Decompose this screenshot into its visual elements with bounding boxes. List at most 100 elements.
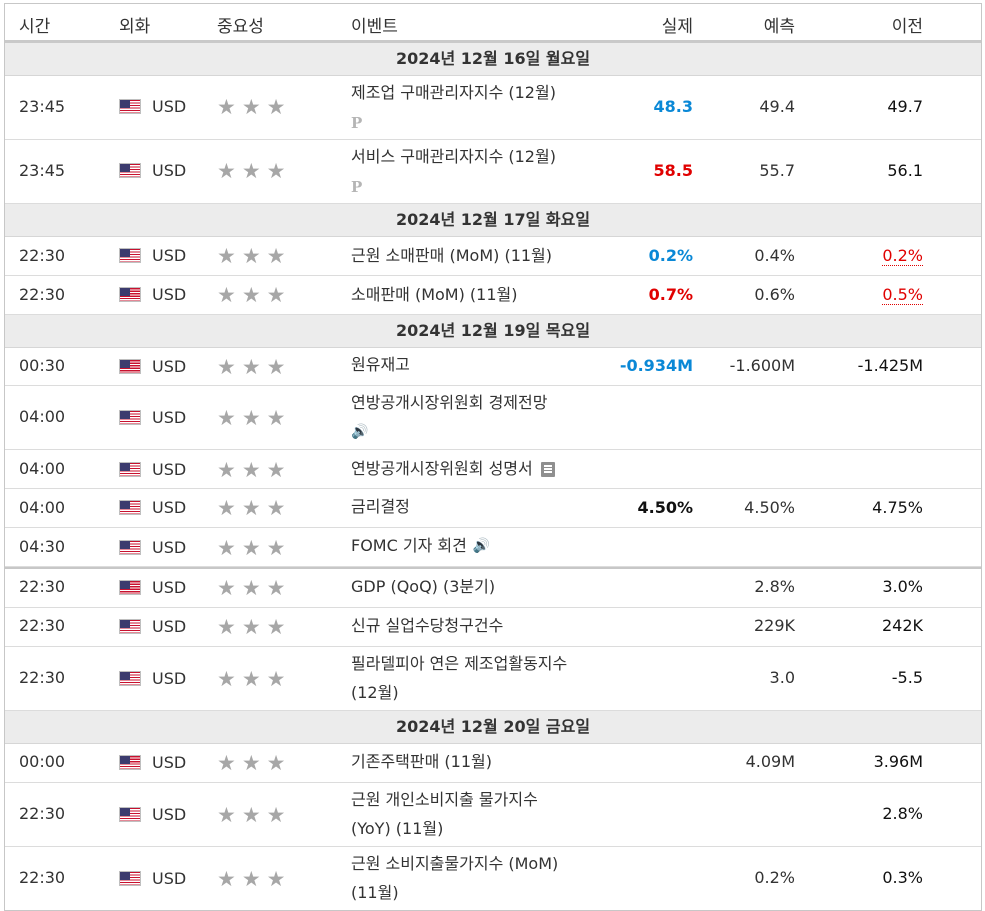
event-currency: USD [152,498,187,517]
star-rating-icon: ★★★ [217,496,292,520]
event-name-line1[interactable]: 근원 개인소비지출 물가지수 [351,790,538,809]
star-rating-icon: ★★★ [217,576,292,600]
event-time: 04:00 [19,498,66,517]
event-name-line2[interactable]: (11월) [351,883,399,902]
event-name-link[interactable]: 금리결정 [351,497,410,516]
event-name-link[interactable]: 서비스 구매관리자지수 (12월) [351,147,556,166]
event-previous: -1.425M [857,356,923,375]
table-row[interactable]: 04:00 USD ★★★ 금리결정 4.50% 4.50% 4.75% [5,489,981,528]
event-name-link[interactable]: 신규 실업수당청구건수 [351,616,504,635]
event-previous: 56.1 [887,161,923,180]
us-flag-icon [119,500,141,515]
table-row[interactable]: 00:30 USD ★★★ 원유재고 -0.934M -1.600M -1.42… [5,348,981,386]
star-rating-icon: ★★★ [217,95,292,119]
event-forecast: 55.7 [759,161,795,180]
header-importance[interactable]: 중요성 [217,17,264,37]
event-currency: USD [152,805,187,824]
event-previous-revised[interactable]: 0.2% [882,246,923,266]
event-name-link[interactable]: 소매판매 (MoM) (11월) [351,285,518,304]
event-forecast: 4.50% [744,498,795,517]
star-rating-icon: ★★★ [217,751,292,775]
speaker-icon[interactable]: 🔊 [472,538,491,554]
event-time: 22:30 [19,868,66,887]
event-name-line2[interactable]: (YoY) (11월) [351,819,444,838]
table-row[interactable]: 22:30 USD ★★★ 근원 개인소비지출 물가지수 (YoY) (11월)… [5,783,981,847]
event-forecast: 0.4% [754,246,795,265]
event-previous-revised[interactable]: 0.5% [882,285,923,305]
us-flag-icon [119,248,141,263]
us-flag-icon [119,755,141,770]
event-name-link[interactable]: 기존주택판매 (11월) [351,752,492,771]
event-previous: -5.5 [891,668,923,687]
star-rating-icon: ★★★ [217,159,292,183]
event-name-line2[interactable]: (12월) [351,683,399,702]
table-row[interactable]: 23:45 USD ★★★ 제조업 구매관리자지수 (12월) P 48.3 4… [5,76,981,140]
event-time: 22:30 [19,246,66,265]
event-previous: 3.96M [873,752,923,771]
event-currency: USD [152,285,187,304]
event-name-link[interactable]: 연방공개시장위원회 경제전망 [351,393,548,412]
header-forecast[interactable]: 예측 [763,17,795,37]
event-forecast: 0.2% [754,868,795,887]
event-name-line1[interactable]: 근원 소비지출물가지수 (MoM) [351,854,559,873]
star-rating-icon: ★★★ [217,406,292,430]
us-flag-icon [119,807,141,822]
table-row[interactable]: 04:30 USD ★★★ FOMC 기자 회견 🔊 [5,528,981,567]
revised-value[interactable]: 0.2% [882,246,923,266]
event-time: 04:00 [19,459,66,478]
event-previous: 4.75% [872,498,923,517]
table-row[interactable]: 22:30 USD ★★★ GDP (QoQ) (3분기) 2.8% 3.0% [5,567,981,608]
us-flag-icon [119,540,141,555]
event-name-link[interactable]: 근원 소매판매 (MoM) (11월) [351,246,553,265]
event-time: 22:30 [19,577,66,596]
star-rating-icon: ★★★ [217,355,292,379]
table-row[interactable]: 22:30 USD ★★★ 신규 실업수당청구건수 229K 242K [5,608,981,647]
event-name-link[interactable]: FOMC 기자 회견 [351,536,467,555]
us-flag-icon [119,163,141,178]
speaker-icon[interactable]: 🔊 [351,424,369,440]
event-forecast: 3.0 [769,668,795,687]
day-header-dec-16: 2024년 12월 16일 월요일 [5,43,981,76]
star-rating-icon: ★★★ [217,244,292,268]
event-currency: USD [152,538,187,557]
table-row[interactable]: 04:00 USD ★★★ 연방공개시장위원회 경제전망 🔊 [5,386,981,450]
table-row[interactable]: 23:45 USD ★★★ 서비스 구매관리자지수 (12월) P 58.5 5… [5,140,981,204]
star-rating-icon: ★★★ [217,536,292,560]
event-name-link[interactable]: GDP (QoQ) (3분기) [351,577,496,596]
revised-value[interactable]: 0.5% [882,285,923,305]
event-actual: 58.5 [653,161,693,180]
event-name-wrap: 연방공개시장위원회 성명서 [351,454,555,483]
event-actual: 0.7% [648,285,693,304]
event-time: 00:00 [19,752,66,771]
event-actual: 48.3 [653,97,693,116]
event-name-link[interactable]: 원유재고 [351,355,410,374]
event-actual: 4.50% [637,498,693,517]
event-currency: USD [152,617,187,636]
table-row[interactable]: 04:00 USD ★★★ 연방공개시장위원회 성명서 [5,450,981,489]
us-flag-icon [119,871,141,886]
us-flag-icon [119,462,141,477]
event-time: 22:30 [19,804,66,823]
event-name-link[interactable]: 제조업 구매관리자지수 (12월) [351,83,556,102]
header-time[interactable]: 시간 [19,17,51,37]
header-currency[interactable]: 외화 [119,17,151,37]
event-time: 22:30 [19,668,66,687]
us-flag-icon [119,410,141,425]
header-previous[interactable]: 이전 [891,17,923,37]
star-rating-icon: ★★★ [217,458,292,482]
table-row[interactable]: 22:30 USD ★★★ 필라델피아 연은 제조업활동지수 (12월) 3.0… [5,647,981,711]
table-row[interactable]: 00:00 USD ★★★ 기존주택판매 (11월) 4.09M 3.96M [5,744,981,783]
day-header-dec-19: 2024년 12월 19일 목요일 [5,315,981,348]
table-row[interactable]: 22:30 USD ★★★ 근원 소비지출물가지수 (MoM) (11월) 0.… [5,847,981,910]
event-name-line1[interactable]: 필라델피아 연은 제조업활동지수 [351,654,568,673]
document-icon[interactable] [540,462,555,477]
event-forecast: 4.09M [745,752,795,771]
header-event[interactable]: 이벤트 [351,17,398,37]
table-row[interactable]: 22:30 USD ★★★ 소매판매 (MoM) (11월) 0.7% 0.6%… [5,276,981,315]
table-header: 시간 외화 중요성 이벤트 실제 예측 이전 [5,4,981,43]
table-row[interactable]: 22:30 USD ★★★ 근원 소매판매 (MoM) (11월) 0.2% 0… [5,237,981,276]
header-actual[interactable]: 실제 [661,17,693,37]
event-actual: 0.2% [648,246,693,265]
event-forecast: 229K [753,616,795,635]
event-name-link[interactable]: 연방공개시장위원회 성명서 [351,459,533,478]
